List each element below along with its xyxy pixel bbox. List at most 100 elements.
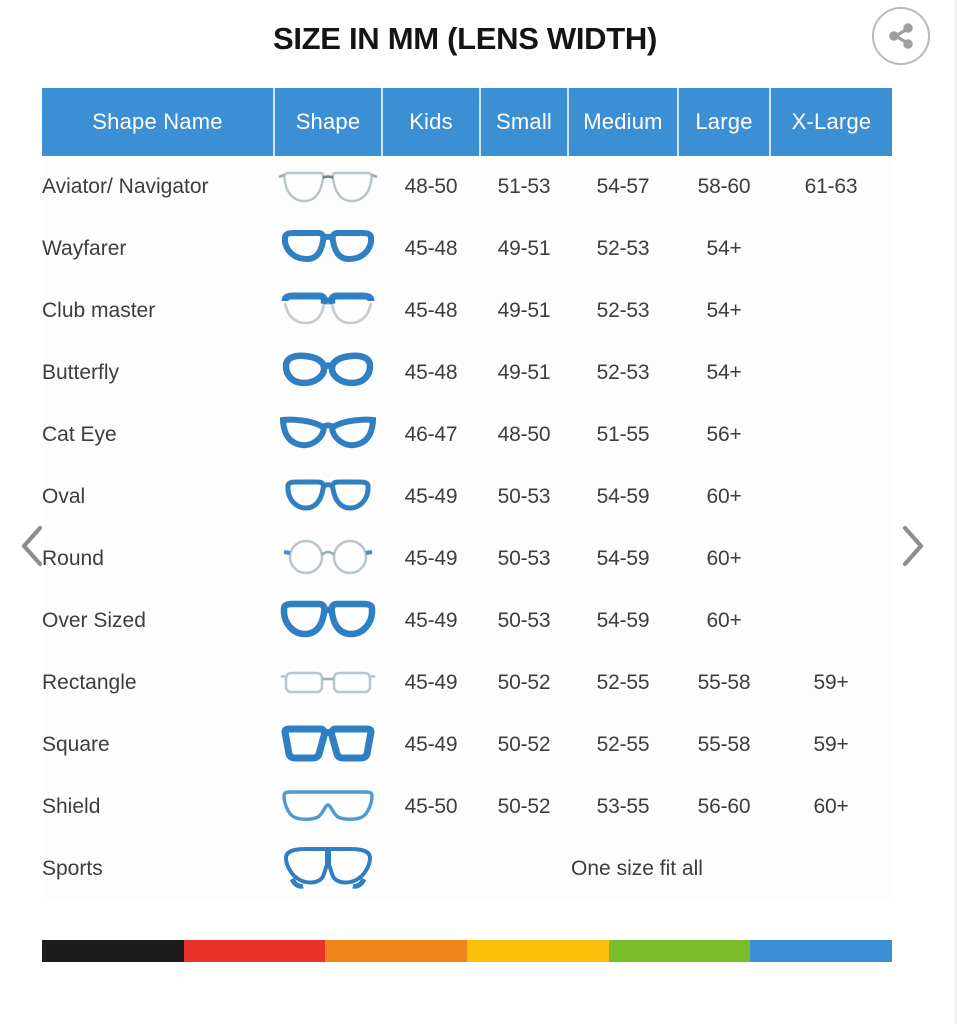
size-large-cell: 54+ <box>678 342 770 404</box>
size-kids-cell: 48-50 <box>382 156 480 218</box>
size-kids-cell: 45-50 <box>382 776 480 838</box>
shape-name-cell: Aviator/ Navigator <box>42 156 274 218</box>
size-small-cell: 49-51 <box>480 280 568 342</box>
size-large-cell: 58-60 <box>678 156 770 218</box>
table-row: Over Sized 45-49 50-53 54-59 60 <box>42 590 892 652</box>
shape-icon-cell <box>274 590 382 652</box>
size-medium-cell: 54-59 <box>568 466 678 528</box>
size-kids-cell: 45-49 <box>382 652 480 714</box>
size-large-cell: 56-60 <box>678 776 770 838</box>
size-small-cell: 50-52 <box>480 776 568 838</box>
size-large-cell: 60+ <box>678 590 770 652</box>
size-kids-cell: 45-48 <box>382 342 480 404</box>
right-edge-divider <box>955 0 957 1024</box>
color-segment-orange <box>325 940 468 962</box>
shape-name-cell: Butterfly <box>42 342 274 404</box>
column-header-xlarge: X-Large <box>770 88 892 156</box>
shape-icon-cell <box>274 776 382 838</box>
table-row: Cat Eye 46-47 48-50 51-55 56+ <box>42 404 892 466</box>
size-large-cell: 55-58 <box>678 714 770 776</box>
color-segment-black <box>42 940 184 962</box>
shape-icon-cell <box>274 218 382 280</box>
size-kids-cell: 45-48 <box>382 280 480 342</box>
shape-icon-cell <box>274 342 382 404</box>
size-medium-cell: 52-53 <box>568 218 678 280</box>
size-small-cell: 50-52 <box>480 652 568 714</box>
color-segment-yellow <box>467 940 609 962</box>
shape-icon-cell <box>274 714 382 776</box>
share-button[interactable] <box>872 7 930 65</box>
shape-icon-cell <box>274 528 382 590</box>
shape-name-cell: Cat Eye <box>42 404 274 466</box>
shape-icon-cell <box>274 156 382 218</box>
table-header-row: Shape Name Shape Kids Small Medium Large… <box>42 88 892 156</box>
table-row: Butterfly 45-48 49-51 52-53 54+ <box>42 342 892 404</box>
clubmaster-glasses-icon <box>281 292 375 325</box>
size-small-cell: 51-53 <box>480 156 568 218</box>
share-icon <box>889 23 913 49</box>
one-size-fit-all-cell: One size fit all <box>382 838 892 900</box>
size-xlarge-cell: 60+ <box>770 776 892 838</box>
column-header-medium: Medium <box>568 88 679 156</box>
shape-name-cell: Sports <box>42 838 274 900</box>
size-kids-cell: 46-47 <box>382 404 480 466</box>
table-row: Oval 45-49 50-53 54-59 60+ <box>42 466 892 528</box>
size-small-cell: 50-53 <box>480 590 568 652</box>
size-xlarge-cell: 61-63 <box>770 156 892 218</box>
size-large-cell: 54+ <box>678 280 770 342</box>
color-bar <box>42 940 893 962</box>
table-row: Club master 45-48 <box>42 280 892 342</box>
chevron-left-icon <box>21 525 43 567</box>
cateye-glasses-icon <box>279 416 377 449</box>
shape-name-cell: Shield <box>42 776 274 838</box>
size-chart-table: Shape Name Shape Kids Small Medium Large… <box>42 88 892 900</box>
size-medium-cell: 53-55 <box>568 776 678 838</box>
size-medium-cell: 52-53 <box>568 280 678 342</box>
shape-icon-cell <box>274 404 382 466</box>
size-xlarge-cell: 59+ <box>770 714 892 776</box>
size-xlarge-cell <box>770 466 892 528</box>
shape-name-cell: Square <box>42 714 274 776</box>
size-large-cell: 56+ <box>678 404 770 466</box>
size-medium-cell: 54-59 <box>568 590 678 652</box>
size-kids-cell: 45-49 <box>382 714 480 776</box>
shape-name-cell: Over Sized <box>42 590 274 652</box>
column-header-kids: Kids <box>382 88 481 156</box>
next-button[interactable] <box>889 518 935 574</box>
size-large-cell: 55-58 <box>678 652 770 714</box>
shape-icon-cell <box>274 466 382 528</box>
size-medium-cell: 51-55 <box>568 404 678 466</box>
column-header-shape-name: Shape Name <box>42 88 275 156</box>
table-header: Shape Name Shape Kids Small Medium Large… <box>42 88 892 156</box>
rectangle-glasses-icon <box>280 671 376 694</box>
wayfarer-glasses-icon <box>282 230 374 263</box>
shape-icon-cell <box>274 652 382 714</box>
oversized-glasses-icon <box>280 600 376 638</box>
size-xlarge-cell <box>770 590 892 652</box>
column-header-large: Large <box>678 88 771 156</box>
size-small-cell: 48-50 <box>480 404 568 466</box>
size-xlarge-cell <box>770 218 892 280</box>
size-large-cell: 60+ <box>678 528 770 590</box>
round-glasses-icon <box>283 539 373 575</box>
size-small-cell: 49-51 <box>480 342 568 404</box>
color-segment-blue <box>750 940 893 962</box>
table-body: Aviator/ Navigator 48-50 51-53 <box>42 156 892 900</box>
size-kids-cell: 45-49 <box>382 528 480 590</box>
chevron-right-icon <box>902 525 924 567</box>
size-xlarge-cell <box>770 342 892 404</box>
page-title: SIZE IN MM (LENS WIDTH) <box>272 21 657 56</box>
prev-button[interactable] <box>10 518 56 574</box>
size-medium-cell: 54-57 <box>568 156 678 218</box>
size-large-cell: 54+ <box>678 218 770 280</box>
size-kids-cell: 45-49 <box>382 590 480 652</box>
size-kids-cell: 45-49 <box>382 466 480 528</box>
oval-glasses-icon <box>285 479 371 511</box>
table-row: Round 45-49 50-53 54-59 <box>42 528 892 590</box>
aviator-glasses-icon <box>278 171 378 203</box>
size-small-cell: 49-51 <box>480 218 568 280</box>
color-segment-red <box>183 940 326 962</box>
size-xlarge-cell <box>770 528 892 590</box>
title-bar: SIZE IN MM (LENS WIDTH) <box>0 0 957 84</box>
